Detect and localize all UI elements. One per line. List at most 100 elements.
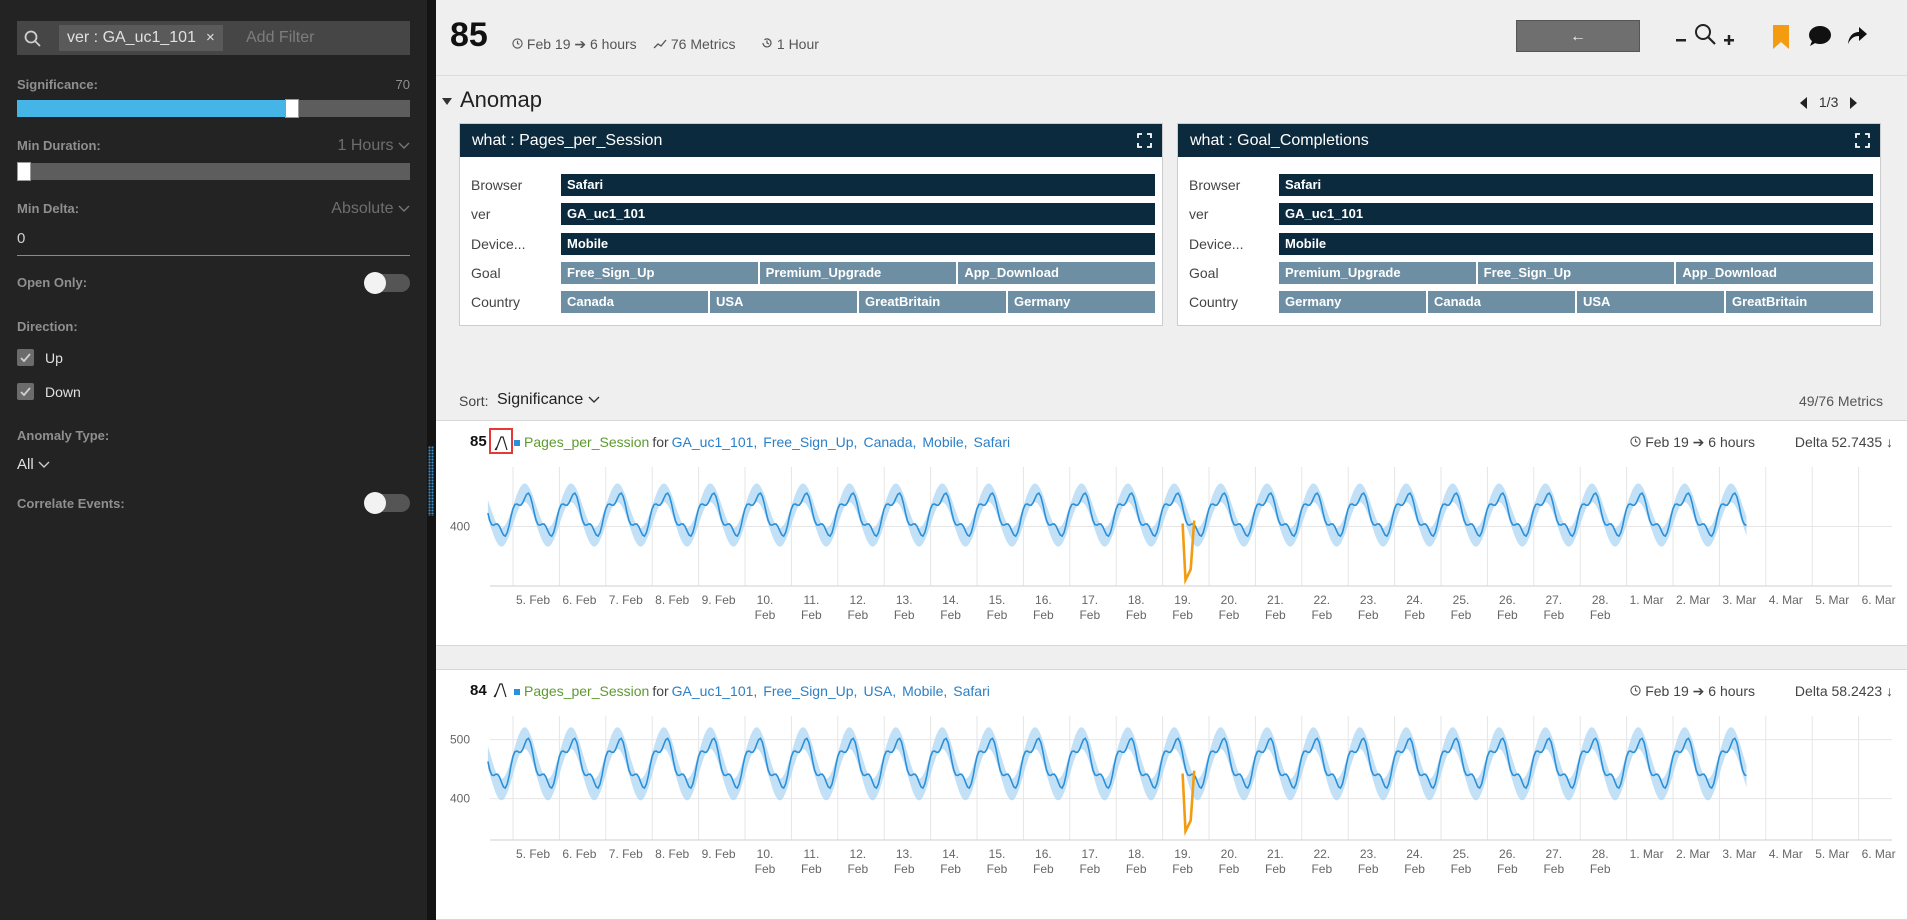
x-tick-label: 8. Feb <box>655 847 689 861</box>
chevron-down-icon <box>38 461 50 468</box>
anomap-section-header[interactable]: Anomap <box>442 87 542 113</box>
fullscreen-icon[interactable] <box>1137 133 1152 148</box>
metric-name-link[interactable]: Pages_per_Session <box>524 683 650 699</box>
anomap-card[interactable]: what : Goal_Completions Browser Safari ver G… <box>1177 123 1881 326</box>
x-tick-label: 2. Mar <box>1676 593 1710 607</box>
anomaly-shape-icon[interactable] <box>489 428 513 454</box>
anomap-page-indicator: 1/3 <box>1818 94 1839 110</box>
anomaly-type-dropdown[interactable]: All <box>17 456 50 473</box>
dimension-value-tile[interactable]: USA <box>710 291 857 314</box>
metric-name-link[interactable]: Pages_per_Session <box>524 434 650 450</box>
dimension-value-tile[interactable]: App_Download <box>958 261 1155 284</box>
metric-dimension-link[interactable]: Mobile, <box>922 434 968 450</box>
x-tick-label: 3. Mar <box>1722 847 1756 861</box>
fullscreen-icon[interactable] <box>1855 133 1870 148</box>
metric-dimension-link[interactable]: Safari <box>953 683 990 699</box>
anomap-dimension-row: Country Germany Canada USA GreatBritain <box>1178 291 1882 314</box>
min-duration-slider[interactable] <box>17 162 410 181</box>
metric-dimension-link[interactable]: Free_Sign_Up, <box>763 434 858 450</box>
bookmark-icon[interactable] <box>1772 24 1790 50</box>
dimension-value-tile[interactable]: Mobile <box>1279 232 1873 255</box>
min-duration-slider-handle[interactable] <box>17 162 31 181</box>
anomaly-segment[interactable] <box>1181 770 1196 837</box>
dimension-value-tile[interactable]: GA_uc1_101 <box>1279 203 1873 226</box>
dimension-value-tile[interactable]: Premium_Upgrade <box>759 261 957 284</box>
x-tick-label: 1. Mar <box>1630 593 1664 607</box>
metric-dimension-link[interactable]: USA, <box>863 683 897 699</box>
next-page-icon[interactable] <box>1850 97 1858 110</box>
back-button[interactable]: ← <box>1516 20 1640 52</box>
filter-bar[interactable]: ver : GA_uc1_101 × <box>17 21 410 55</box>
anomaly-shape-icon[interactable] <box>492 680 512 700</box>
x-tick-label: 14. Feb <box>940 593 961 622</box>
metric-chart[interactable]: 400 500 5. Feb 6. Feb 7. Feb 8. Feb 9. Feb 10. F… <box>436 710 1907 917</box>
dimension-value-tile[interactable]: Germany <box>1008 291 1155 314</box>
prev-page-icon[interactable] <box>1800 97 1807 110</box>
dimension-value-tile[interactable]: Free_Sign_Up <box>561 261 758 284</box>
metric-row[interactable]: 85 Pages_per_Session for GA_uc1_101, Free_Si… <box>436 420 1907 646</box>
dimension-value-tile[interactable]: Premium_Upgrade <box>1279 261 1476 284</box>
significance-value: 70 <box>395 77 410 92</box>
zoom-in-icon[interactable] <box>1723 34 1735 46</box>
metric-chart[interactable]: 400 5. Feb 6. Feb 7. Feb 8. Feb 9. Feb 10. Feb 1… <box>436 461 1907 643</box>
correlate-events-toggle[interactable] <box>364 492 410 514</box>
header-time-label: Feb 19 ➔ 6 hours <box>526 36 637 52</box>
anomap-card[interactable]: what : Pages_per_Session Browser Safari ver… <box>459 123 1163 326</box>
significance-slider-handle[interactable] <box>285 99 300 118</box>
zoom-out-icon[interactable] <box>1675 34 1687 46</box>
open-only-toggle[interactable] <box>364 272 410 294</box>
metric-dimension-link[interactable]: GA_uc1_101, <box>671 434 758 450</box>
direction-down-checkbox[interactable] <box>17 383 34 400</box>
x-tick-label: 1. Mar <box>1630 847 1664 861</box>
min-duration-value: 1 Hours <box>337 137 394 154</box>
metric-dimension-link[interactable]: Safari <box>973 434 1011 450</box>
x-tick-label: 18. Feb <box>1126 593 1147 622</box>
dimension-value-tile[interactable]: Canada <box>561 291 708 314</box>
metric-time: Feb 19 ➔ 6 hours <box>1630 683 1755 700</box>
metric-dimension-link[interactable]: Canada, <box>863 434 917 450</box>
x-tick-label: 4. Mar <box>1769 847 1803 861</box>
search-icon[interactable] <box>1693 22 1717 46</box>
metric-dimension-link[interactable]: Free_Sign_Up, <box>763 683 858 699</box>
metric-dimension-link[interactable]: GA_uc1_101, <box>671 683 758 699</box>
min-delta-input[interactable]: 0 <box>17 228 410 256</box>
dimension-value-tile[interactable]: Safari <box>1279 174 1873 196</box>
add-filter-input[interactable] <box>246 25 406 51</box>
anomap-dimension-row: Device... Mobile <box>1178 232 1882 255</box>
share-icon[interactable] <box>1846 24 1868 46</box>
filter-chip[interactable]: ver : GA_uc1_101 × <box>59 25 223 51</box>
dimension-value-tile[interactable]: GreatBritain <box>1726 291 1873 314</box>
x-tick-label: 19. Feb <box>1172 847 1193 876</box>
filter-chip-label: ver : GA_uc1_101 <box>67 29 196 46</box>
min-delta-mode-dropdown[interactable]: Absolute <box>331 200 410 218</box>
anomap-pager: 1/3 <box>1800 94 1858 110</box>
anomaly-segment[interactable] <box>1181 520 1196 586</box>
dimension-value-tile[interactable]: Germany <box>1279 291 1426 314</box>
x-tick-label: 24. Feb <box>1404 593 1425 622</box>
dimension-value-tile[interactable]: GreatBritain <box>859 291 1006 314</box>
x-tick-label: 5. Feb <box>516 847 550 861</box>
metric-dimension-link[interactable]: Mobile, <box>902 683 948 699</box>
sidebar-resize-handle[interactable] <box>428 446 434 516</box>
metric-series-line[interactable] <box>487 737 1747 790</box>
x-tick-label: 22. Feb <box>1311 847 1332 876</box>
direction-up-checkbox[interactable] <box>17 349 34 366</box>
dimension-value-tile[interactable]: App_Download <box>1676 261 1873 284</box>
dimension-value-tile[interactable]: Safari <box>561 174 1155 196</box>
comment-icon[interactable] <box>1808 25 1832 47</box>
metric-series-line[interactable] <box>487 491 1747 538</box>
metric-score: 85 <box>470 433 487 450</box>
min-delta-mode: Absolute <box>331 200 394 217</box>
history-icon <box>762 38 772 48</box>
dimension-value-tile[interactable]: Mobile <box>561 232 1155 255</box>
dimension-value-tile[interactable]: USA <box>1577 291 1724 314</box>
close-icon[interactable]: × <box>205 29 215 46</box>
significance-slider[interactable] <box>17 99 410 118</box>
dimension-value-tile[interactable]: Canada <box>1428 291 1575 314</box>
min-duration-dropdown[interactable]: 1 Hours <box>338 137 410 155</box>
metric-row[interactable]: 84 Pages_per_Session for GA_uc1_101, Free_Si… <box>436 669 1907 920</box>
x-tick-label: 27. Feb <box>1543 593 1564 622</box>
dimension-value-tile[interactable]: Free_Sign_Up <box>1477 261 1675 284</box>
sort-dropdown[interactable]: Significance <box>497 391 600 409</box>
dimension-value-tile[interactable]: GA_uc1_101 <box>561 203 1155 226</box>
